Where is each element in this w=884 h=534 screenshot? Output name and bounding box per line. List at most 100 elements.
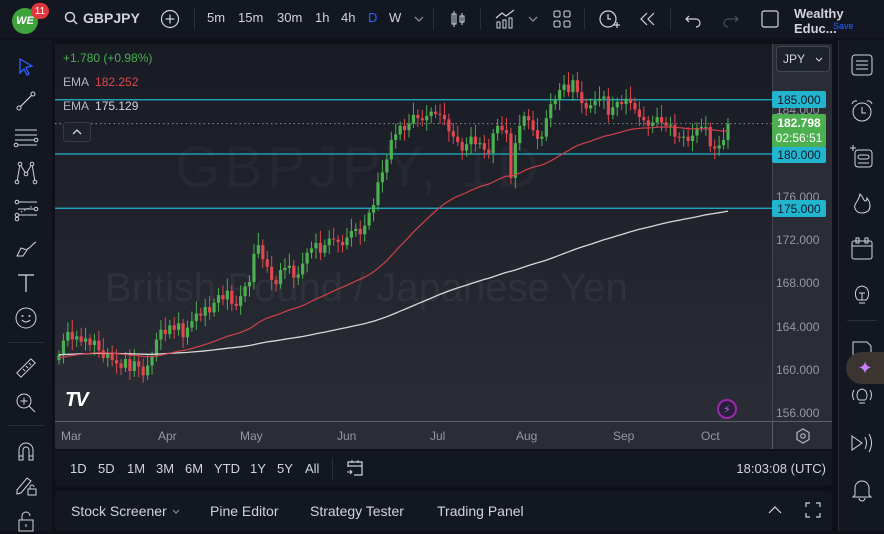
indicators-icon[interactable] xyxy=(494,8,516,30)
range-6m[interactable]: 6M xyxy=(185,461,204,476)
candle-body xyxy=(411,114,416,124)
cursor-arrow-icon[interactable] xyxy=(13,54,39,80)
maximize-panel-icon[interactable] xyxy=(804,501,822,519)
tab-pine-editor[interactable]: Pine Editor xyxy=(210,503,279,519)
candle-body xyxy=(726,123,730,140)
range-5d[interactable]: 5D xyxy=(98,461,115,476)
fullscreen-square-icon[interactable] xyxy=(760,9,780,29)
candle-body xyxy=(340,241,345,246)
candle-body xyxy=(571,80,575,93)
candle-body xyxy=(442,114,447,120)
redo-icon[interactable] xyxy=(722,10,740,28)
chart-pane[interactable]: GBPJPY, 1D British Pound / Japanese Yen … xyxy=(55,44,772,421)
range-ytd[interactable]: YTD xyxy=(214,461,240,476)
ideas-lightbulb-icon[interactable] xyxy=(849,282,875,308)
lightning-icon[interactable]: ⚡ xyxy=(717,399,737,419)
notification-badge: 11 xyxy=(31,3,49,19)
alert-clock-icon[interactable] xyxy=(597,7,621,31)
lock-drawings-pencil-icon[interactable] xyxy=(13,472,39,498)
alarm-clock-icon[interactable] xyxy=(849,98,875,124)
notifications-bell-icon[interactable] xyxy=(849,476,875,502)
candle-body xyxy=(473,136,478,145)
hotlists-flame-icon[interactable] xyxy=(849,190,875,216)
calendar-icon[interactable] xyxy=(849,236,875,262)
range-1y[interactable]: 1Y xyxy=(250,461,266,476)
legend-change: +1.780 (+0.98%) xyxy=(63,51,153,65)
zoom-in-icon[interactable] xyxy=(13,390,39,416)
brush-icon[interactable] xyxy=(13,234,39,260)
candle-body xyxy=(88,338,92,345)
time-scale[interactable]: Mar Apr May Jun Jul Aug Sep Oct xyxy=(55,421,772,449)
interval-d[interactable]: D xyxy=(368,10,378,25)
candle-body xyxy=(420,118,424,121)
tab-stock-screener[interactable]: Stock Screener xyxy=(71,503,167,519)
candlestick-plot[interactable] xyxy=(55,44,772,421)
candle-body xyxy=(66,331,70,341)
ai-sparkle-icon[interactable]: ✦ xyxy=(846,352,884,384)
chart-settings-button[interactable] xyxy=(772,421,832,449)
candle-body xyxy=(75,336,79,340)
magnet-icon[interactable] xyxy=(13,438,39,464)
ruler-measure-icon[interactable] xyxy=(13,355,39,381)
chevron-down-icon[interactable] xyxy=(528,16,538,22)
candle-body xyxy=(664,122,668,126)
interval-30m[interactable]: 30m xyxy=(277,10,303,25)
watchlist-icon[interactable] xyxy=(849,52,875,78)
interval-4h[interactable]: 4h xyxy=(341,10,356,25)
candles-chart-type-icon[interactable] xyxy=(448,9,468,29)
replay-rewind-icon[interactable] xyxy=(638,10,658,28)
symbol-search[interactable]: GBPJPY xyxy=(64,10,140,26)
streams-play-icon[interactable] xyxy=(849,430,875,456)
tab-strategy-tester[interactable]: Strategy Tester xyxy=(310,503,404,519)
chevron-up-icon[interactable] xyxy=(767,505,783,515)
legend-ema-slow[interactable]: EMA 175.129 xyxy=(63,99,139,113)
candle-body xyxy=(425,116,429,121)
range-all[interactable]: All xyxy=(305,461,320,476)
save-button[interactable]: Save xyxy=(833,21,854,31)
candle-body xyxy=(465,144,469,151)
candle-body xyxy=(336,239,340,242)
ema-fast-line[interactable] xyxy=(58,126,729,359)
range-3m[interactable]: 3M xyxy=(156,461,175,476)
fib-retracement-icon[interactable] xyxy=(13,196,39,222)
chevron-down-icon[interactable] xyxy=(414,16,424,22)
candle-body xyxy=(704,126,708,128)
currency-select[interactable]: JPY xyxy=(776,46,830,72)
range-1m[interactable]: 1M xyxy=(127,461,146,476)
divider xyxy=(480,8,481,30)
chevron-up-icon xyxy=(72,129,82,135)
text-tool-icon[interactable] xyxy=(13,270,39,296)
pattern-xabcd-icon[interactable] xyxy=(13,160,39,186)
candle-body xyxy=(651,122,655,126)
interval-w[interactable]: W xyxy=(389,10,402,25)
candle-body xyxy=(562,84,566,90)
utc-clock[interactable]: 18:03:08 (UTC) xyxy=(736,461,826,476)
unlock-icon[interactable] xyxy=(13,508,39,534)
bar-countdown: 02:56:51 xyxy=(775,130,823,145)
go-to-date-icon[interactable] xyxy=(345,458,365,478)
account-name[interactable]: Wealthy Educ... xyxy=(794,6,844,36)
broadcast-lightbulb-icon[interactable] xyxy=(849,383,875,409)
tradingview-logo[interactable]: TV xyxy=(65,389,89,411)
trend-line-icon[interactable] xyxy=(13,88,39,114)
interval-1h[interactable]: 1h xyxy=(315,10,330,25)
compare-symbol-plus-icon[interactable] xyxy=(160,9,180,29)
candle-body xyxy=(690,135,695,141)
undo-icon[interactable] xyxy=(684,10,702,28)
range-1d[interactable]: 1D xyxy=(70,461,87,476)
collapse-legend-button[interactable] xyxy=(63,122,91,142)
candle-body xyxy=(114,360,119,364)
interval-5m[interactable]: 5m xyxy=(207,10,226,25)
candle-body xyxy=(199,313,203,316)
candle-body xyxy=(677,136,681,138)
horizontal-lines-icon[interactable] xyxy=(13,124,39,150)
add-list-icon[interactable] xyxy=(849,144,875,170)
emoji-smile-icon[interactable] xyxy=(13,305,39,331)
tab-trading-panel[interactable]: Trading Panel xyxy=(437,503,524,519)
legend-ema-fast[interactable]: EMA 182.252 xyxy=(63,75,139,89)
interval-15m[interactable]: 15m xyxy=(238,10,264,25)
layouts-grid-icon[interactable] xyxy=(552,9,572,29)
candle-body xyxy=(544,118,548,137)
chevron-down-icon[interactable] xyxy=(172,509,180,514)
range-5y[interactable]: 5Y xyxy=(277,461,293,476)
